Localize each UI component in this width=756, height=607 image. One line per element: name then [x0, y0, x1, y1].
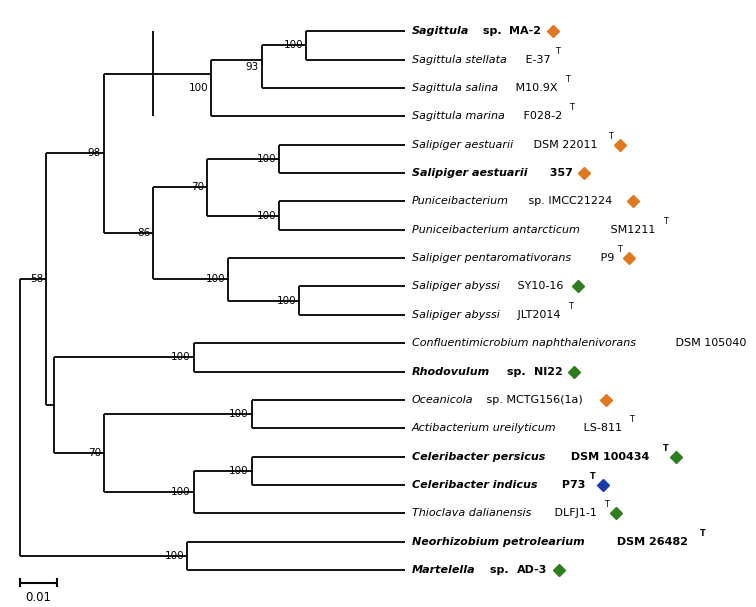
Text: 100: 100 — [188, 83, 208, 93]
Text: DSM 22011: DSM 22011 — [530, 140, 597, 149]
Text: 0.01: 0.01 — [26, 591, 51, 604]
Text: Thioclava dalianensis: Thioclava dalianensis — [412, 509, 531, 518]
Text: Sagittula marina: Sagittula marina — [412, 111, 505, 121]
Text: 100: 100 — [172, 352, 191, 362]
Text: T: T — [629, 415, 634, 424]
Text: sp. MCTG156(1a): sp. MCTG156(1a) — [484, 395, 583, 405]
Text: 93: 93 — [246, 61, 259, 72]
Text: Celeribacter persicus: Celeribacter persicus — [412, 452, 545, 462]
Text: 98: 98 — [88, 149, 101, 158]
Text: Sagittula stellata: Sagittula stellata — [412, 55, 507, 64]
Text: Actibacterium ureilyticum: Actibacterium ureilyticum — [412, 423, 556, 433]
Text: 70: 70 — [191, 182, 205, 192]
Text: Puniceibacterium: Puniceibacterium — [412, 196, 509, 206]
Text: 100: 100 — [256, 154, 276, 164]
Text: 357: 357 — [547, 168, 573, 178]
Text: 58: 58 — [29, 274, 43, 284]
Text: T: T — [608, 132, 613, 141]
Text: Salipiger aestuarii: Salipiger aestuarii — [412, 168, 528, 178]
Text: F028-2: F028-2 — [520, 111, 562, 121]
Text: NI22: NI22 — [534, 367, 562, 376]
Text: T: T — [700, 529, 705, 538]
Text: JLT2014: JLT2014 — [514, 310, 560, 320]
Text: 100: 100 — [284, 40, 303, 50]
Text: T: T — [617, 245, 622, 254]
Text: T: T — [663, 217, 668, 226]
Text: 100: 100 — [165, 551, 184, 561]
Text: MA-2: MA-2 — [510, 26, 541, 36]
Text: Oceanicola: Oceanicola — [412, 395, 473, 405]
Text: 70: 70 — [88, 448, 101, 458]
Text: P9: P9 — [597, 253, 615, 263]
Text: T: T — [568, 302, 573, 311]
Text: sp.: sp. — [503, 367, 529, 376]
Text: Puniceibacterium antarcticum: Puniceibacterium antarcticum — [412, 225, 580, 235]
Text: 100: 100 — [229, 409, 249, 419]
Text: 100: 100 — [172, 487, 191, 497]
Text: 100: 100 — [277, 296, 296, 305]
Text: T: T — [569, 103, 574, 112]
Text: 100: 100 — [229, 466, 249, 476]
Text: Salipiger abyssi: Salipiger abyssi — [412, 310, 500, 320]
Text: 100: 100 — [206, 274, 225, 284]
Text: sp. IMCC21224: sp. IMCC21224 — [525, 196, 612, 206]
Text: SM1211: SM1211 — [607, 225, 655, 235]
Text: Salipiger aestuarii: Salipiger aestuarii — [412, 140, 513, 149]
Text: Neorhizobium petrolearium: Neorhizobium petrolearium — [412, 537, 584, 547]
Text: 100: 100 — [256, 211, 276, 220]
Text: 86: 86 — [137, 228, 150, 239]
Text: DSM 26482: DSM 26482 — [613, 537, 688, 547]
Text: DSM 105040: DSM 105040 — [672, 338, 747, 348]
Text: AD-3: AD-3 — [516, 565, 547, 575]
Text: Martelella: Martelella — [412, 565, 476, 575]
Text: T: T — [663, 444, 668, 453]
Text: E-37: E-37 — [522, 55, 551, 64]
Text: T: T — [604, 500, 609, 509]
Text: T: T — [590, 472, 595, 481]
Text: sp.: sp. — [486, 565, 513, 575]
Text: DLFJ1-1: DLFJ1-1 — [550, 509, 596, 518]
Text: Celeribacter indicus: Celeribacter indicus — [412, 480, 538, 490]
Text: M10.9X: M10.9X — [512, 83, 558, 93]
Text: sp.: sp. — [479, 26, 505, 36]
Text: Salipiger abyssi: Salipiger abyssi — [412, 282, 500, 291]
Text: Confluentimicrobium naphthalenivorans: Confluentimicrobium naphthalenivorans — [412, 338, 636, 348]
Text: DSM 100434: DSM 100434 — [567, 452, 649, 462]
Text: SY10-16: SY10-16 — [514, 282, 563, 291]
Text: LS-811: LS-811 — [580, 423, 622, 433]
Text: Sagittula salina: Sagittula salina — [412, 83, 498, 93]
Text: T: T — [565, 75, 570, 84]
Text: P73: P73 — [558, 480, 585, 490]
Text: T: T — [556, 47, 560, 55]
Text: Rhodovulum: Rhodovulum — [412, 367, 490, 376]
Text: Salipiger pentaromativorans: Salipiger pentaromativorans — [412, 253, 571, 263]
Text: Sagittula: Sagittula — [412, 26, 469, 36]
